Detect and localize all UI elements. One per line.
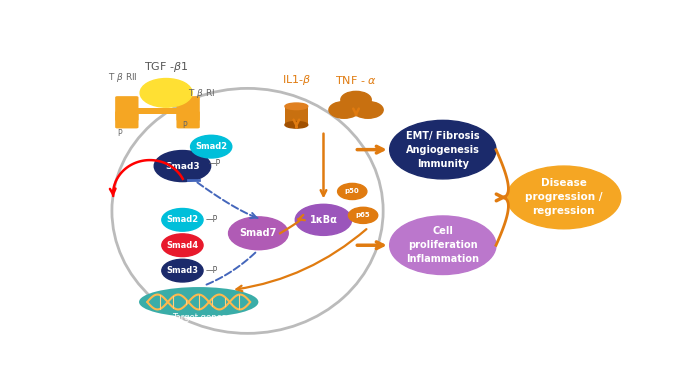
Text: T $\beta$ RI: T $\beta$ RI [188, 87, 215, 100]
Circle shape [190, 135, 232, 158]
Text: —P: —P [209, 159, 220, 168]
Circle shape [390, 216, 496, 275]
Text: Disease
progression /
regression: Disease progression / regression [525, 178, 603, 217]
Circle shape [390, 120, 496, 179]
Ellipse shape [285, 103, 308, 109]
FancyBboxPatch shape [135, 108, 180, 114]
Text: Smad3: Smad3 [167, 266, 198, 275]
Circle shape [507, 166, 621, 229]
Text: Cell
proliferation
Inflammation: Cell proliferation Inflammation [406, 226, 480, 264]
Circle shape [353, 102, 383, 118]
Circle shape [162, 234, 203, 256]
Text: Target genes: Target genes [172, 314, 226, 322]
Text: Smad4: Smad4 [167, 241, 199, 250]
Text: Smad2: Smad2 [167, 215, 199, 224]
Text: —P: —P [206, 215, 218, 224]
Circle shape [329, 102, 359, 118]
FancyBboxPatch shape [176, 96, 200, 128]
Text: P: P [118, 129, 122, 138]
Circle shape [337, 184, 367, 199]
Circle shape [295, 204, 351, 236]
Text: p50: p50 [345, 189, 360, 194]
Text: Smad2: Smad2 [195, 142, 228, 151]
Text: p65: p65 [356, 212, 370, 218]
Text: T $\beta$ RII: T $\beta$ RII [108, 71, 138, 84]
Circle shape [228, 217, 288, 250]
Circle shape [341, 92, 371, 108]
Ellipse shape [285, 121, 308, 128]
Circle shape [162, 259, 203, 282]
FancyBboxPatch shape [116, 96, 139, 128]
Text: Smad7: Smad7 [239, 228, 277, 238]
Circle shape [162, 208, 203, 231]
Circle shape [154, 151, 211, 182]
Circle shape [349, 207, 378, 223]
FancyBboxPatch shape [176, 111, 200, 121]
Text: IL1-$\beta$: IL1-$\beta$ [281, 73, 311, 87]
Text: —P: —P [206, 266, 218, 275]
Text: TGF -$\beta$1: TGF -$\beta$1 [144, 60, 188, 74]
FancyBboxPatch shape [116, 111, 139, 121]
Ellipse shape [139, 287, 258, 317]
FancyBboxPatch shape [285, 106, 308, 125]
Circle shape [140, 78, 192, 107]
Text: EMT/ Fibrosis
Angiogenesis
Immunity: EMT/ Fibrosis Angiogenesis Immunity [406, 131, 480, 169]
Text: TNF - $\alpha$: TNF - $\alpha$ [335, 74, 377, 86]
Text: P: P [183, 121, 187, 130]
Text: Smad3: Smad3 [165, 161, 199, 171]
Text: 1κBα: 1κBα [309, 215, 337, 225]
